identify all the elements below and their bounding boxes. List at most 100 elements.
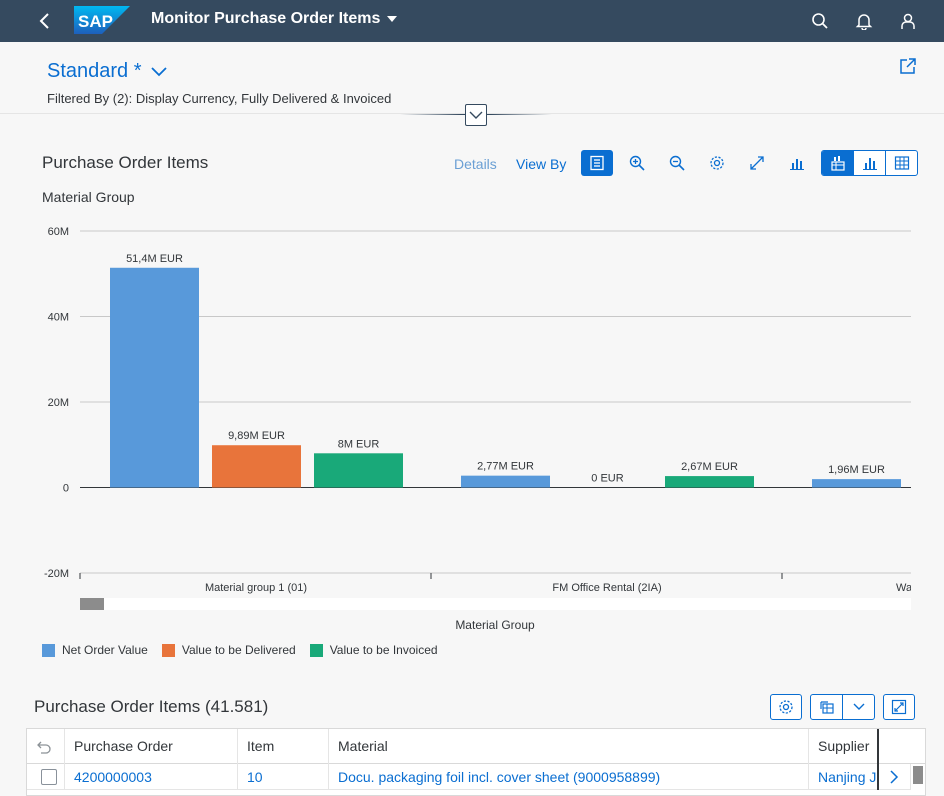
gear-icon xyxy=(710,156,724,170)
y-tick-label: -20M xyxy=(44,568,69,580)
bar-chart-icon xyxy=(862,158,877,170)
legend-swatch xyxy=(42,643,55,657)
bar-chart-icon xyxy=(790,159,804,170)
undo-icon xyxy=(37,741,51,754)
x-tick-label: FM Office Rental (2IA) xyxy=(552,582,661,594)
row-checkbox[interactable] xyxy=(41,769,57,785)
bar xyxy=(212,445,301,488)
table-fullscreen-button[interactable] xyxy=(883,694,915,720)
settings-button[interactable] xyxy=(701,150,733,176)
material-link[interactable]: Docu. packaging foil incl. cover sheet (… xyxy=(329,764,809,790)
export-menu-button[interactable] xyxy=(810,694,875,720)
purchase-order-link[interactable]: 4200000003 xyxy=(65,764,238,790)
user-icon[interactable] xyxy=(896,9,920,33)
legend-label: Net Order Value xyxy=(62,643,148,657)
chart-table-icon xyxy=(830,156,845,171)
bar-chart[interactable]: -20M 0 20M 40M 60M 51,4M EUR 9,89M EUR 8M EUR 2,… xyxy=(0,216,944,636)
gear-icon xyxy=(779,700,793,714)
bar xyxy=(461,475,550,488)
legend-toggle-button[interactable] xyxy=(581,150,613,176)
chart-scrollbar-thumb xyxy=(80,598,104,610)
bell-icon[interactable] xyxy=(852,9,876,33)
supplier-link[interactable]: Nanjing Ji xyxy=(809,764,879,790)
data-label: 1,96M EUR xyxy=(828,464,885,476)
app-title[interactable]: Monitor Purchase Order Items xyxy=(151,10,398,28)
collapse-header-button[interactable] xyxy=(465,104,487,126)
sap-logo-text: SAP xyxy=(78,12,113,31)
row-navigation-icon[interactable] xyxy=(879,764,911,790)
legend-icon xyxy=(590,155,604,171)
shell-bar: SAP Monitor Purchase Order Items xyxy=(0,0,944,42)
scrollbar-thumb[interactable] xyxy=(913,766,923,784)
data-label: 2,67M EUR xyxy=(681,461,738,473)
chart-table-view-button[interactable] xyxy=(822,151,854,175)
fullscreen-icon xyxy=(750,156,764,170)
export-button[interactable] xyxy=(811,695,844,719)
table-view-button[interactable] xyxy=(886,151,917,175)
table-row[interactable]: 4200000003 10 Docu. packaging foil incl.… xyxy=(27,764,925,790)
bar xyxy=(314,453,403,488)
item-link[interactable]: 10 xyxy=(238,764,329,790)
export-dropdown[interactable] xyxy=(843,695,874,719)
bar xyxy=(665,476,754,488)
chart-title: Purchase Order Items xyxy=(42,153,209,172)
filter-summary: Filtered By (2): Display Currency, Fully… xyxy=(47,91,392,106)
search-icon[interactable] xyxy=(808,9,832,33)
variant-selector[interactable]: Standard * xyxy=(47,60,168,83)
share-icon[interactable] xyxy=(898,56,920,78)
purchase-order-table: Purchase Order Item Material Supplier 42… xyxy=(26,728,926,796)
zoom-out-icon xyxy=(669,155,685,171)
undo-selection-cell[interactable] xyxy=(27,729,65,764)
table-title: Purchase Order Items (41.581) xyxy=(34,697,269,716)
view-switch xyxy=(821,150,918,176)
zoom-in-button[interactable] xyxy=(621,150,653,176)
data-label: 0 EUR xyxy=(591,473,623,485)
sap-logo[interactable]: SAP xyxy=(74,6,130,34)
legend-swatch xyxy=(309,643,323,657)
zoom-out-button[interactable] xyxy=(661,150,693,176)
chart-panel: Purchase Order Items Details View By Mat… xyxy=(0,126,944,686)
app-title-text: Monitor Purchase Order Items xyxy=(151,10,381,27)
back-icon[interactable] xyxy=(34,10,56,32)
bar xyxy=(110,267,199,488)
data-label: 9,89M EUR xyxy=(228,430,285,442)
chart-view-button[interactable] xyxy=(854,151,886,175)
chart-type-button[interactable] xyxy=(781,150,813,176)
x-axis-title: Material Group xyxy=(455,618,535,632)
caret-down-icon xyxy=(387,16,398,22)
legend-swatch xyxy=(161,643,175,657)
data-label: 51,4M EUR xyxy=(126,253,183,265)
legend-item[interactable]: Net Order Value xyxy=(42,643,148,657)
column-header-item[interactable]: Item xyxy=(238,729,329,764)
variant-name: Standard * xyxy=(47,60,142,82)
x-tick-label: Material group 1 (01) xyxy=(205,582,307,594)
table-settings-button[interactable] xyxy=(770,694,802,720)
column-header-purchase-order[interactable]: Purchase Order xyxy=(65,729,238,764)
legend-item[interactable]: Value to be Invoiced xyxy=(309,643,438,657)
fullscreen-button[interactable] xyxy=(741,150,773,176)
row-select-cell[interactable] xyxy=(27,764,65,790)
legend-label: Value to be Invoiced xyxy=(329,643,438,657)
legend-item[interactable]: Value to be Delivered xyxy=(161,643,296,657)
chevron-down-icon xyxy=(150,66,167,76)
details-button[interactable]: Details xyxy=(454,156,497,172)
table-vertical-scrollbar[interactable] xyxy=(911,764,925,795)
fullscreen-icon xyxy=(891,699,907,715)
legend-label: Value to be Delivered xyxy=(181,643,296,657)
chevron-down-icon xyxy=(469,111,483,119)
view-by-button[interactable]: View By xyxy=(516,156,567,172)
y-tick-label: 40M xyxy=(48,312,69,324)
bar xyxy=(812,479,901,488)
data-label: 2,77M EUR xyxy=(477,461,534,473)
dimension-label: Material Group xyxy=(42,189,135,205)
axis-clip xyxy=(911,578,944,598)
chart-scrollbar xyxy=(80,598,911,610)
chevron-down-icon xyxy=(853,703,865,710)
column-header-material[interactable]: Material xyxy=(329,729,809,764)
table-icon xyxy=(894,156,909,170)
zoom-in-icon xyxy=(629,155,645,171)
table-header: Purchase Order Item Material Supplier xyxy=(27,729,925,764)
x-tick-label: Wa xyxy=(896,582,913,594)
column-header-supplier[interactable]: Supplier xyxy=(809,729,879,764)
y-tick-label: 0 xyxy=(63,483,69,495)
